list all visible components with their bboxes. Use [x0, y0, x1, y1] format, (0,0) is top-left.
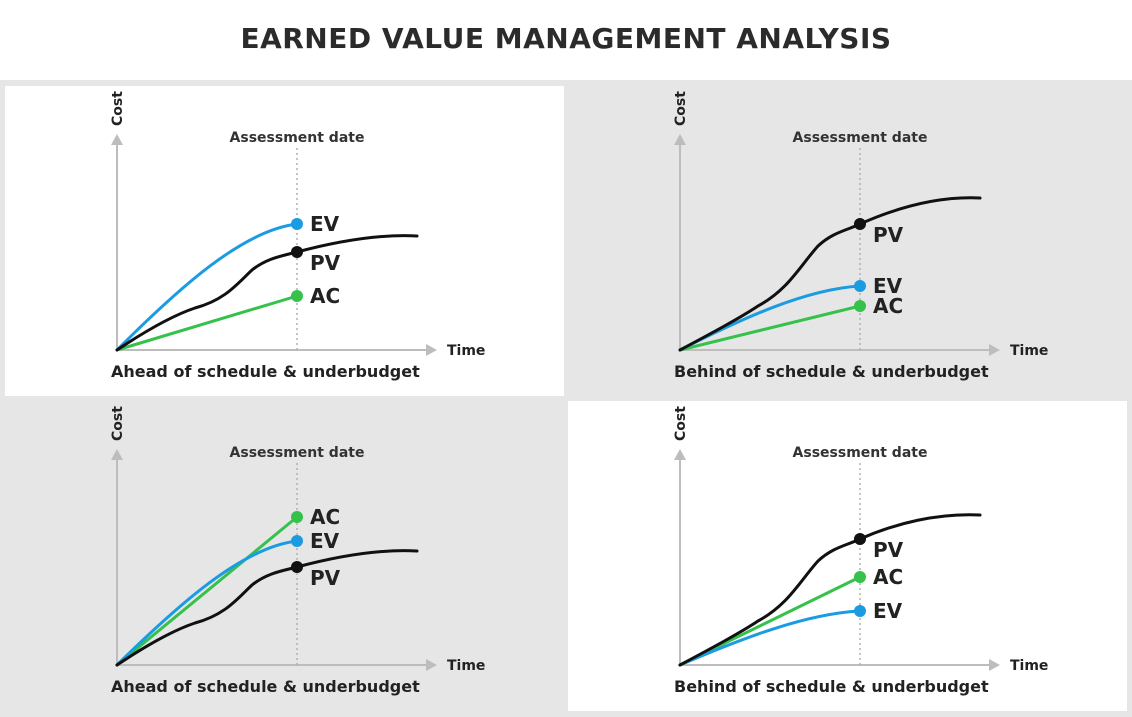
series-ac-line: [115, 294, 299, 352]
series-ev-line: [678, 609, 862, 667]
x-axis-arrow-icon: [989, 659, 1000, 671]
series-ac-label: AC: [310, 505, 340, 529]
assessment-date-label: Assessment date: [230, 130, 365, 146]
series-pv-line: [678, 196, 982, 352]
x-axis-arrow-icon: [426, 659, 437, 671]
series-ac-point: [854, 300, 866, 312]
chart-panel-top-right: Time Cost Assessment date AC EV PV Behind of s…: [568, 86, 1127, 396]
series-ev-point: [854, 605, 866, 617]
series-ev-point: [291, 535, 303, 547]
chart-panel-bottom-right: Time Cost Assessment date AC EV PV Behind of s…: [568, 401, 1127, 711]
chart-caption: Behind of schedule & underbudget: [674, 677, 989, 696]
x-axis-label: Time: [1010, 658, 1048, 674]
series-ev-label: EV: [310, 212, 340, 236]
series-ev-line: [115, 539, 299, 667]
series-ac-label: AC: [873, 565, 903, 589]
chart-caption: Behind of schedule & underbudget: [674, 362, 989, 381]
y-axis-arrow-icon: [111, 449, 123, 460]
series-ac-point: [854, 571, 866, 583]
series-ev-label: EV: [310, 529, 340, 553]
series-pv-line: [115, 549, 419, 667]
series-ev-line: [115, 222, 299, 352]
series-ev-point: [291, 218, 303, 230]
series-pv-label: PV: [873, 223, 904, 247]
y-axis-label: Cost: [673, 91, 689, 126]
chart-caption: Ahead of schedule & underbudget: [111, 362, 420, 381]
series-ac-point: [291, 511, 303, 523]
chart-panel-top-left: Time Cost Assessment date AC EV PV Ahead of sc…: [5, 86, 564, 396]
chart-caption: Ahead of schedule & underbudget: [111, 677, 420, 696]
assessment-date-label: Assessment date: [793, 445, 928, 461]
chart-svg: Time Cost Assessment date AC EV PV Behind of s…: [673, 406, 1048, 696]
x-axis-label: Time: [447, 343, 485, 359]
y-axis-arrow-icon: [674, 134, 686, 145]
series-ev-line: [678, 284, 862, 352]
page-title: EARNED VALUE MANAGEMENT ANALYSIS: [240, 22, 892, 55]
series-pv-point: [854, 218, 866, 230]
series-pv-label: PV: [310, 566, 341, 590]
assessment-date-label: Assessment date: [793, 130, 928, 146]
y-axis-label: Cost: [673, 406, 689, 441]
series-pv-point: [854, 533, 866, 545]
series-ac-point: [291, 290, 303, 302]
series-ev-point: [854, 280, 866, 292]
series-pv-point: [291, 246, 303, 258]
series-pv-point: [291, 561, 303, 573]
series-pv-label: PV: [873, 538, 904, 562]
series-ev-label: EV: [873, 274, 903, 298]
series-ac-line: [115, 515, 299, 667]
series-pv-label: PV: [310, 251, 341, 275]
series-ev-label: EV: [873, 599, 903, 623]
assessment-date-label: Assessment date: [230, 445, 365, 461]
y-axis-arrow-icon: [111, 134, 123, 145]
x-axis-label: Time: [447, 658, 485, 674]
y-axis-arrow-icon: [674, 449, 686, 460]
x-axis-arrow-icon: [989, 344, 1000, 356]
x-axis-arrow-icon: [426, 344, 437, 356]
series-pv-line: [678, 513, 982, 667]
series-ac-line: [678, 304, 862, 352]
chart-panel-bottom-left: Time Cost Assessment date AC EV PV Ahead of sc…: [5, 401, 564, 711]
series-ac-label: AC: [873, 294, 903, 318]
series-pv-line: [115, 234, 419, 352]
series-ac-label: AC: [310, 284, 340, 308]
chart-svg: Time Cost Assessment date AC EV PV Ahead of sc…: [110, 91, 485, 381]
y-axis-label: Cost: [110, 91, 126, 126]
y-axis-label: Cost: [110, 406, 126, 441]
x-axis-label: Time: [1010, 343, 1048, 359]
